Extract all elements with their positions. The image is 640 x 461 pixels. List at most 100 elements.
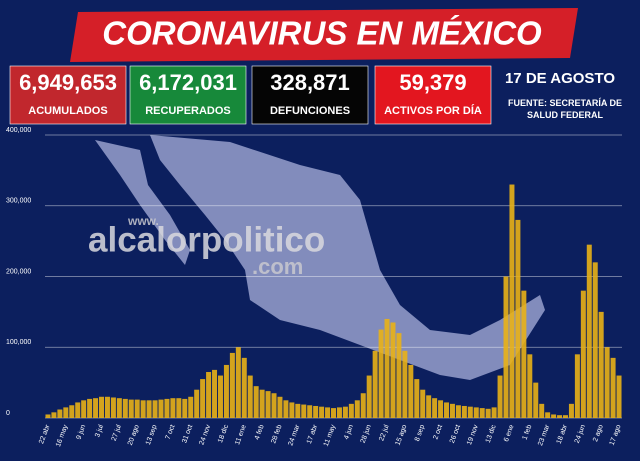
bar — [402, 350, 408, 418]
bar — [610, 357, 616, 418]
bar — [158, 399, 164, 418]
bar — [438, 400, 444, 418]
x-tick-label: 24 jun — [574, 424, 587, 444]
x-tick-label: 13 dic — [485, 423, 498, 443]
bar — [265, 391, 271, 418]
bar — [51, 412, 57, 418]
bar — [241, 357, 247, 418]
bar — [497, 375, 503, 418]
bar — [378, 329, 384, 418]
bar — [140, 400, 146, 418]
x-tick-label: 18 abr — [556, 423, 570, 445]
map — [95, 135, 545, 380]
x-tick-label: 1 feb — [522, 424, 534, 441]
stat-box — [9, 65, 127, 125]
bar — [110, 397, 116, 418]
bar — [194, 389, 200, 418]
x-tick-label: 17 abr — [306, 423, 320, 445]
bar — [366, 375, 372, 418]
bar — [354, 400, 360, 418]
x-tick-label: 11 ene — [234, 424, 248, 446]
bar — [444, 402, 450, 418]
bar — [289, 402, 295, 418]
bar — [170, 398, 176, 418]
bar — [408, 364, 414, 418]
bar — [188, 396, 194, 418]
bar — [57, 409, 63, 418]
bar — [342, 406, 348, 418]
bar — [200, 379, 206, 418]
bar — [271, 393, 277, 418]
bar — [533, 382, 539, 418]
stat-label: ACTIVOS POR DÍA — [384, 104, 482, 117]
x-tick-label: 2 ago — [592, 424, 605, 443]
x-tick-label: 6 ene — [503, 424, 516, 443]
bar — [426, 395, 432, 418]
bar — [539, 403, 545, 418]
x-tick-label: 22 jul — [378, 424, 390, 443]
stat-value: 59,379 — [399, 70, 466, 95]
x-tick-label: 18 dic — [217, 423, 230, 443]
stat-label: ACUMULADOS — [28, 105, 107, 117]
y-tick-label: 400,000 — [6, 127, 31, 134]
bar — [212, 369, 218, 418]
bar — [63, 407, 69, 418]
bar — [164, 398, 170, 418]
stat-value: 6,172,031 — [139, 70, 237, 95]
bar — [527, 354, 533, 418]
watermark: .com — [252, 254, 303, 279]
bar — [253, 386, 259, 418]
bar — [586, 244, 592, 418]
bar — [485, 408, 491, 418]
bar — [325, 407, 331, 418]
x-tick-label: 16 may — [55, 423, 70, 447]
bar — [313, 405, 319, 418]
bar — [81, 400, 87, 418]
bar — [372, 350, 378, 418]
title-banner — [70, 8, 578, 62]
stat-value: 6,949,653 — [19, 70, 117, 95]
bar — [551, 414, 557, 418]
bar — [93, 398, 99, 418]
bar — [295, 403, 301, 418]
x-tick-label: 2 oct — [432, 424, 444, 441]
stat-box — [129, 65, 247, 125]
bar — [396, 333, 402, 418]
bar — [152, 400, 158, 418]
bar — [247, 375, 253, 418]
x-tick-label: 13 sep — [145, 424, 159, 446]
bar — [277, 396, 283, 418]
x-tick-label: 26 oct — [449, 424, 462, 444]
bar — [580, 290, 586, 418]
bar — [515, 219, 521, 418]
y-tick-label: 200,000 — [6, 268, 31, 275]
bar — [574, 354, 580, 418]
bar — [104, 396, 110, 418]
bar — [99, 396, 105, 418]
bar — [545, 412, 551, 418]
stat-box — [374, 65, 492, 125]
x-tick-label: 15 ago — [395, 424, 409, 447]
x-tick-label: 31 oct — [181, 424, 194, 444]
bar — [598, 311, 604, 418]
bar — [360, 393, 366, 418]
bar — [319, 406, 325, 418]
x-tick-label: 24 mar — [287, 423, 301, 446]
watermark: alcalorpolitico — [88, 220, 325, 259]
bar — [503, 276, 509, 418]
bar — [432, 398, 438, 418]
x-tick-label: 24 nov — [198, 423, 212, 446]
stat-label: RECUPERADOS — [145, 105, 231, 117]
bar — [45, 414, 51, 418]
bar — [87, 398, 93, 418]
bar — [331, 408, 336, 418]
bar — [592, 262, 598, 418]
stat-value: 328,871 — [270, 70, 350, 95]
x-tick-label: 3 jul — [94, 424, 105, 439]
x-tick-label: 4 feb — [254, 424, 266, 441]
y-tick-label: 100,000 — [6, 339, 31, 346]
x-tick-label: 23 mar — [537, 423, 551, 446]
bar — [557, 415, 563, 418]
bar — [134, 399, 140, 418]
bar — [521, 290, 527, 418]
